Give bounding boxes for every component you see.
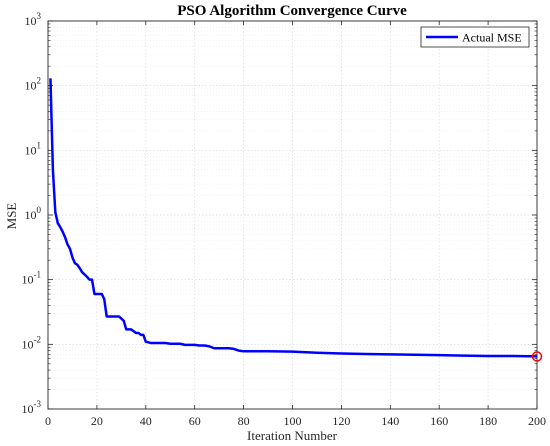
series-line-actual-mse bbox=[49, 78, 538, 358]
x-tick-label: 140 bbox=[381, 414, 399, 428]
y-tick-label: 102 bbox=[25, 76, 42, 93]
grid bbox=[48, 21, 537, 409]
x-tick-label: 40 bbox=[140, 414, 152, 428]
y-tick-label: 10-3 bbox=[22, 399, 42, 416]
x-tick-label: 180 bbox=[479, 414, 497, 428]
y-tick-label: 100 bbox=[25, 205, 42, 222]
x-tick-label: 60 bbox=[189, 414, 201, 428]
y-tick-label: 101 bbox=[25, 140, 42, 157]
y-tick-label: 10-2 bbox=[22, 334, 42, 351]
x-tick-label: 0 bbox=[45, 414, 51, 428]
x-tick-label: 200 bbox=[528, 414, 546, 428]
x-tick-label: 100 bbox=[284, 414, 302, 428]
end-point-marker bbox=[531, 351, 543, 362]
x-tick-label: 80 bbox=[238, 414, 250, 428]
legend-label-actual-mse: Actual MSE bbox=[462, 31, 522, 45]
y-axis-label: MSE bbox=[4, 203, 19, 230]
x-axis-label: Iteration Number bbox=[247, 428, 338, 443]
y-tick-label: 103 bbox=[25, 11, 42, 28]
x-tick-label: 20 bbox=[91, 414, 103, 428]
series-layer bbox=[49, 78, 543, 362]
x-tick-label: 160 bbox=[430, 414, 448, 428]
chart-title: PSO Algorithm Convergence Curve bbox=[177, 3, 407, 19]
y-tick-label: 10-1 bbox=[22, 270, 42, 287]
x-tick-label: 120 bbox=[332, 414, 350, 428]
legend-box bbox=[420, 26, 530, 48]
legend: Actual MSE bbox=[420, 26, 530, 48]
axis-ticks: 0 20 40 60 80 100 120 140 160 180 200 10-3 10-2 10-1 1… bbox=[22, 11, 547, 428]
